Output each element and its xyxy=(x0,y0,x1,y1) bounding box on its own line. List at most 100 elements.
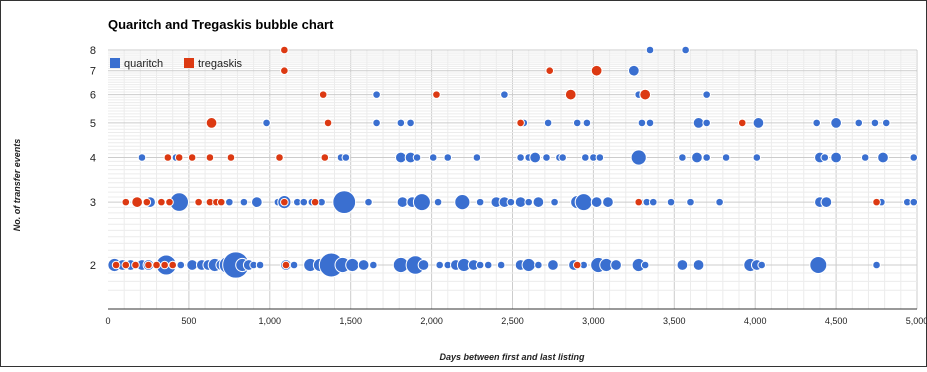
tregaskis-bubble[interactable] xyxy=(516,118,525,128)
quaritch-bubble[interactable] xyxy=(372,90,381,99)
tregaskis-bubble[interactable] xyxy=(281,260,291,270)
quaritch-bubble[interactable] xyxy=(812,118,821,128)
quaritch-bubble[interactable] xyxy=(721,153,731,162)
quaritch-bubble[interactable] xyxy=(516,153,525,162)
tregaskis-bubble[interactable] xyxy=(216,197,226,207)
quaritch-bubble[interactable] xyxy=(752,117,765,129)
quaritch-bubble[interactable] xyxy=(454,194,471,211)
quaritch-bubble[interactable] xyxy=(757,260,766,270)
quaritch-bubble[interactable] xyxy=(475,197,485,207)
quaritch-bubble[interactable] xyxy=(428,153,438,162)
quaritch-bubble[interactable] xyxy=(521,257,536,273)
tregaskis-bubble[interactable] xyxy=(152,260,161,270)
quaritch-bubble[interactable] xyxy=(332,190,357,215)
quaritch-bubble[interactable] xyxy=(645,45,655,55)
quaritch-bubble[interactable] xyxy=(262,118,271,128)
quaritch-bubble[interactable] xyxy=(524,197,533,207)
quaritch-bubble[interactable] xyxy=(345,257,360,273)
quaritch-bubble[interactable] xyxy=(909,197,919,207)
quaritch-bubble[interactable] xyxy=(582,118,592,128)
tregaskis-bubble[interactable] xyxy=(205,117,218,129)
quaritch-bubble[interactable] xyxy=(715,197,724,207)
quaritch-bubble[interactable] xyxy=(225,197,234,207)
quaritch-bubble[interactable] xyxy=(435,260,444,270)
quaritch-bubble[interactable] xyxy=(176,260,186,270)
quaritch-bubble[interactable] xyxy=(396,196,409,208)
tregaskis-bubble[interactable] xyxy=(121,260,131,270)
quaritch-bubble[interactable] xyxy=(627,64,640,77)
tregaskis-bubble[interactable] xyxy=(310,197,320,207)
tregaskis-bubble[interactable] xyxy=(111,260,121,270)
tregaskis-bubble[interactable] xyxy=(157,197,166,207)
tregaskis-bubble[interactable] xyxy=(174,153,184,162)
quaritch-bubble[interactable] xyxy=(341,153,351,162)
quaritch-bubble[interactable] xyxy=(637,118,647,128)
quaritch-bubble[interactable] xyxy=(250,196,263,208)
quaritch-bubble[interactable] xyxy=(860,153,870,162)
tregaskis-bubble[interactable] xyxy=(205,153,215,162)
tregaskis-bubble[interactable] xyxy=(131,260,140,270)
quaritch-bubble[interactable] xyxy=(686,197,695,207)
quaritch-bubble[interactable] xyxy=(881,118,891,128)
quaritch-bubble[interactable] xyxy=(475,260,485,270)
quaritch-bubble[interactable] xyxy=(500,90,509,99)
quaritch-bubble[interactable] xyxy=(692,259,705,271)
tregaskis-bubble[interactable] xyxy=(280,66,289,76)
legend[interactable]: quaritch tregaskis xyxy=(110,58,243,70)
quaritch-bubble[interactable] xyxy=(396,118,406,128)
tregaskis-bubble[interactable] xyxy=(121,197,131,207)
tregaskis-bubble[interactable] xyxy=(275,153,284,162)
quaritch-bubble[interactable] xyxy=(692,117,705,129)
quaritch-bubble[interactable] xyxy=(702,90,711,99)
quaritch-bubble[interactable] xyxy=(483,260,493,270)
quaritch-bubble[interactable] xyxy=(630,149,647,166)
tregaskis-bubble[interactable] xyxy=(168,260,178,270)
tregaskis-bubble[interactable] xyxy=(318,90,328,99)
quaritch-bubble[interactable] xyxy=(820,153,830,162)
quaritch-bubble[interactable] xyxy=(909,153,919,162)
quaritch-bubble[interactable] xyxy=(610,259,622,271)
quaritch-bubble[interactable] xyxy=(394,151,407,164)
tregaskis-bubble[interactable] xyxy=(545,66,555,76)
tregaskis-bubble[interactable] xyxy=(737,118,747,128)
quaritch-bubble[interactable] xyxy=(543,118,553,128)
quaritch-bubble[interactable] xyxy=(529,151,542,164)
quaritch-bubble[interactable] xyxy=(691,151,703,164)
quaritch-bubble[interactable] xyxy=(186,259,199,271)
quaritch-bubble[interactable] xyxy=(542,153,551,162)
quaritch-bubble[interactable] xyxy=(809,256,828,274)
quaritch-bubble[interactable] xyxy=(547,259,559,271)
quaritch-bubble[interactable] xyxy=(406,118,415,128)
quaritch-bubble[interactable] xyxy=(830,117,842,129)
tregaskis-bubble[interactable] xyxy=(432,90,441,99)
quaritch-bubble[interactable] xyxy=(472,153,482,162)
quaritch-bubble[interactable] xyxy=(602,196,614,208)
tregaskis-bubble[interactable] xyxy=(194,197,203,207)
quaritch-bubble[interactable] xyxy=(532,196,545,208)
quaritch-bubble[interactable] xyxy=(433,197,443,207)
quaritch-bubble[interactable] xyxy=(645,118,655,128)
quaritch-bubble[interactable] xyxy=(255,260,265,270)
quaritch-bubble[interactable] xyxy=(870,118,880,128)
quaritch-bubble[interactable] xyxy=(364,197,373,207)
quaritch-bubble[interactable] xyxy=(666,197,676,207)
tregaskis-bubble[interactable] xyxy=(165,197,174,207)
quaritch-bubble[interactable] xyxy=(830,151,842,164)
quaritch-bubble[interactable] xyxy=(681,45,690,55)
quaritch-bubble[interactable] xyxy=(595,153,605,162)
quaritch-bubble[interactable] xyxy=(640,260,650,270)
quaritch-bubble[interactable] xyxy=(574,193,593,212)
quaritch-bubble[interactable] xyxy=(372,118,381,128)
tregaskis-bubble[interactable] xyxy=(564,88,577,101)
quaritch-bubble[interactable] xyxy=(854,118,864,128)
quaritch-bubble[interactable] xyxy=(581,153,590,162)
quaritch-bubble[interactable] xyxy=(678,153,687,162)
quaritch-bubble[interactable] xyxy=(877,151,889,164)
tregaskis-bubble[interactable] xyxy=(142,197,152,207)
tregaskis-bubble[interactable] xyxy=(187,153,197,162)
tregaskis-bubble[interactable] xyxy=(226,153,236,162)
quaritch-bubble[interactable] xyxy=(550,197,559,207)
quaritch-bubble[interactable] xyxy=(443,153,453,162)
quaritch-bubble[interactable] xyxy=(752,153,762,162)
tregaskis-bubble[interactable] xyxy=(160,260,169,270)
